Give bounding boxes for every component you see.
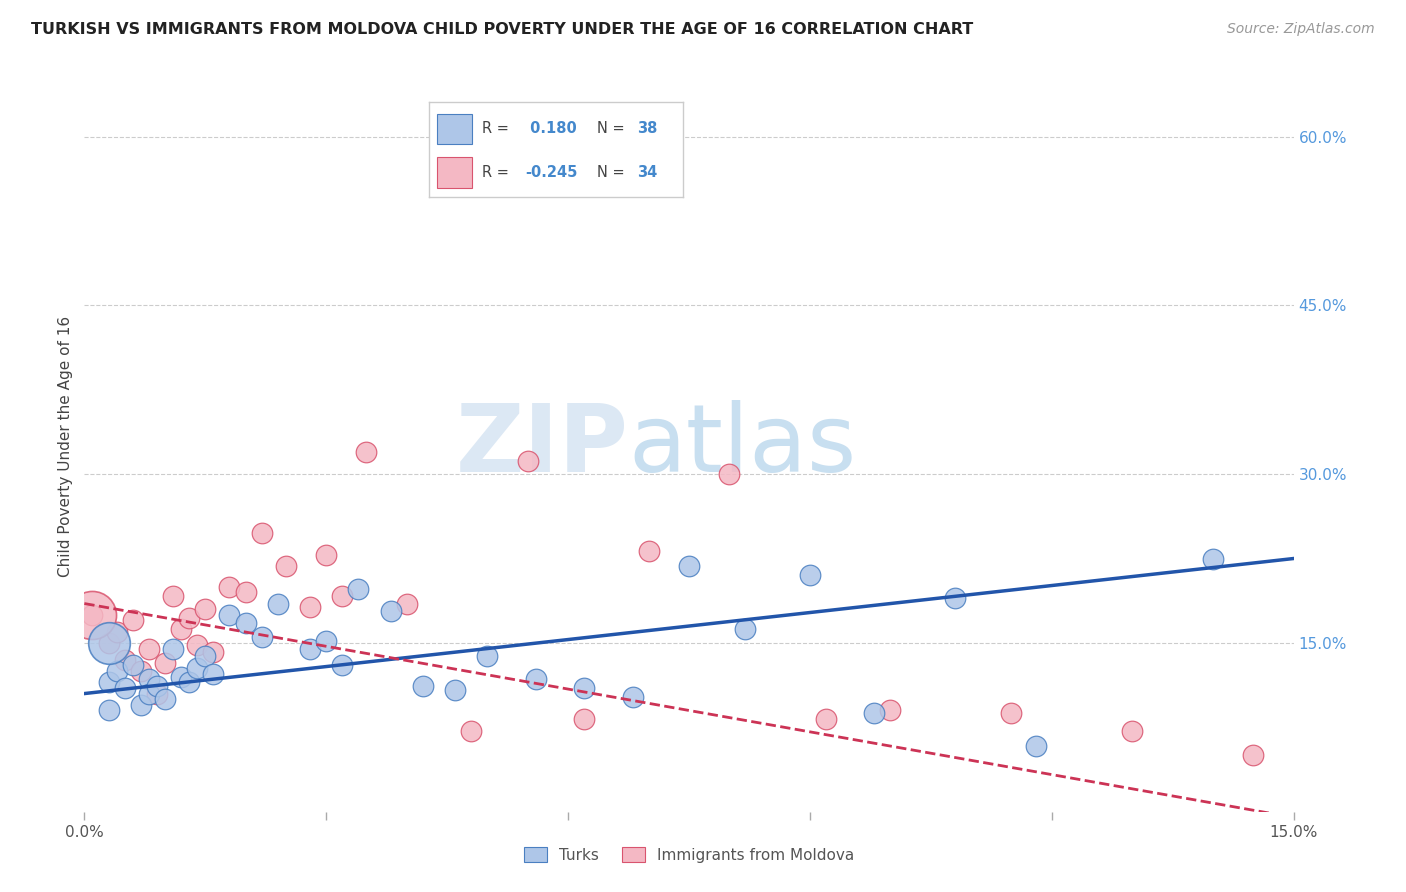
Point <box>97 636 120 650</box>
Point <box>572 681 595 695</box>
Text: TURKISH VS IMMIGRANTS FROM MOLDOVA CHILD POVERTY UNDER THE AGE OF 16 CORRELATION: TURKISH VS IMMIGRANTS FROM MOLDOVA CHILD… <box>31 22 973 37</box>
Point <box>1202 551 1225 566</box>
Point <box>186 638 208 652</box>
Point <box>330 589 353 603</box>
Point <box>315 548 337 562</box>
Point <box>267 597 290 611</box>
Point <box>146 687 169 701</box>
Point <box>82 607 104 622</box>
Point <box>138 687 160 701</box>
Point <box>186 661 208 675</box>
Point <box>250 630 273 644</box>
Point <box>814 713 837 727</box>
Text: atlas: atlas <box>628 400 856 492</box>
Point <box>250 525 273 540</box>
Point <box>621 690 644 704</box>
Point <box>153 692 176 706</box>
Point <box>82 607 104 622</box>
Text: Source: ZipAtlas.com: Source: ZipAtlas.com <box>1227 22 1375 37</box>
Y-axis label: Child Poverty Under the Age of 16: Child Poverty Under the Age of 16 <box>58 316 73 576</box>
Point <box>97 703 120 717</box>
Point <box>879 703 901 717</box>
Point <box>235 615 257 630</box>
Legend: Turks, Immigrants from Moldova: Turks, Immigrants from Moldova <box>524 847 853 863</box>
Point <box>162 641 184 656</box>
Point <box>1000 706 1022 720</box>
Point <box>202 645 225 659</box>
Point <box>218 580 240 594</box>
Point <box>235 585 257 599</box>
Point <box>129 698 152 712</box>
Point <box>718 467 741 482</box>
Point <box>356 444 378 458</box>
Point <box>299 641 322 656</box>
Point <box>194 649 217 664</box>
Point <box>170 670 193 684</box>
Point <box>444 683 467 698</box>
Point <box>347 582 370 596</box>
Point <box>129 664 152 678</box>
Point <box>330 658 353 673</box>
Point <box>97 675 120 690</box>
Point <box>637 543 659 558</box>
Point <box>1121 723 1143 738</box>
Point <box>146 679 169 693</box>
Point <box>153 656 176 670</box>
Point <box>799 568 821 582</box>
Point <box>395 597 418 611</box>
Text: ZIP: ZIP <box>456 400 628 492</box>
Point <box>105 624 128 639</box>
Point <box>1241 748 1264 763</box>
Point <box>412 679 434 693</box>
Point <box>202 667 225 681</box>
Point <box>105 664 128 678</box>
Point <box>943 591 966 605</box>
Point <box>121 658 143 673</box>
Point <box>524 672 547 686</box>
Point <box>572 713 595 727</box>
Point <box>121 614 143 628</box>
Point <box>516 453 538 467</box>
Point <box>734 623 756 637</box>
Point <box>97 636 120 650</box>
Point <box>460 723 482 738</box>
Point <box>678 559 700 574</box>
Point <box>380 604 402 618</box>
Point <box>218 607 240 622</box>
Point <box>299 599 322 614</box>
Point <box>315 633 337 648</box>
Point <box>179 675 201 690</box>
Point <box>274 559 297 574</box>
Point <box>138 641 160 656</box>
Point <box>114 681 136 695</box>
Point <box>477 649 499 664</box>
Point <box>863 706 886 720</box>
Point <box>138 672 160 686</box>
Point <box>114 653 136 667</box>
Point <box>170 623 193 637</box>
Point <box>162 589 184 603</box>
Point <box>194 602 217 616</box>
Point <box>1025 739 1047 754</box>
Point <box>179 611 201 625</box>
